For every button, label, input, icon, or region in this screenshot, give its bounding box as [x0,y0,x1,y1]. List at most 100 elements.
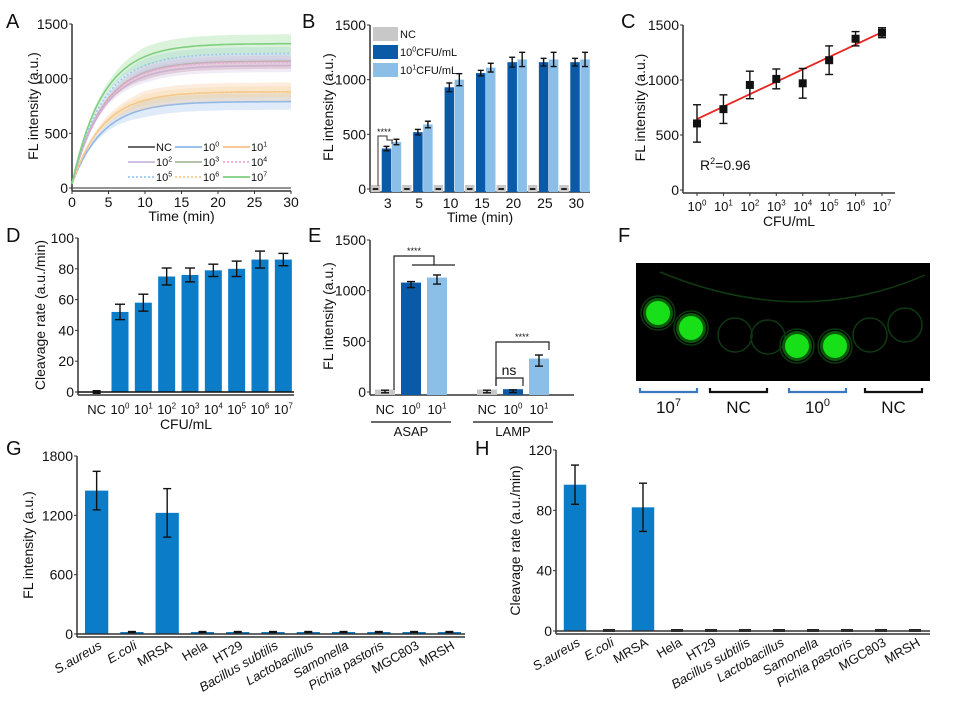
y-tick-label: 80 [58,261,74,277]
y-tick-label: 500 [45,125,69,141]
label-base: 10 [251,402,265,417]
x-tick-label: 15 [474,195,490,211]
data-point [745,80,754,89]
x-tick-label: 3 [384,195,392,211]
label-sup: 2 [755,199,760,208]
bar [427,277,447,395]
y-tick-label: 60 [58,292,74,308]
x-axis-title: Time (min) [447,209,513,225]
label-sup: 0 [518,402,523,411]
group-label: LAMP [495,424,530,439]
label-base: 10 [767,199,781,214]
legend-label: NC [400,29,416,41]
label-sup: 0 [215,141,219,148]
label-base: NC [156,142,172,154]
label-sup: 7 [288,402,293,411]
label-tail: CFU/mL [416,65,457,77]
y-tick-label: 120 [529,442,553,458]
x-tick-label: 101 [134,402,153,417]
y-tick-label: 1500 [335,17,366,33]
label-base: 10 [873,199,887,214]
x-tick-label: 104 [204,402,223,417]
panel-letter-B: B [302,11,315,33]
label-base: 10 [204,402,218,417]
bar [111,311,129,392]
significance-bracket [393,255,455,390]
x-tick-label: 30 [283,194,299,210]
y-tick-label: 0 [65,626,73,642]
bar [84,490,109,634]
y-tick-label: 1800 [42,448,73,464]
x-tick-label: 101 [714,199,733,214]
y-tick-label: 40 [58,322,74,338]
significance-bracket [495,341,550,386]
label-base: 10 [428,402,442,417]
x-tick-label: NC [376,402,395,417]
label-base: 10 [688,199,702,214]
significance-label: **** [407,246,422,256]
data-point [693,119,701,128]
x-tick-label: 103 [767,199,786,214]
panel-letter-F: F [618,225,630,247]
label-base: 10 [251,157,263,169]
label-sup: 4 [808,199,813,208]
bar [507,62,517,192]
x-tick-label: 5 [415,195,423,211]
label-sup: 5 [834,199,839,208]
x-tick-label: NC [478,402,497,417]
x-tick-label: 105 [227,402,246,417]
tube-outline [887,307,923,343]
y-tick-label: 80 [536,502,552,518]
label-base: 10 [400,65,412,77]
label-sup: 1 [728,199,733,208]
sample-bracket [708,388,769,394]
label-sup: 7 [263,171,267,178]
x-tick-label: 25 [537,195,553,211]
tube-outline [817,328,853,364]
y-axis-title: Cleavage rate (a.u./min) [32,240,48,390]
label-tail: CFU/mL [416,47,457,59]
label-base: 10 [793,199,807,214]
y-tick-label: 600 [50,567,74,583]
sample-label: 100 [805,397,830,417]
x-tick-label: 104 [793,199,812,214]
series-band [72,86,291,184]
x-tick-label: 100 [504,402,523,417]
bar [381,148,392,192]
label-sup: 5 [242,402,247,411]
group-label: ASAP [394,424,429,439]
x-tick-label: 100 [402,402,421,417]
x-tick-label: 30 [568,195,584,211]
tube-glow [785,334,809,358]
label-base: 10 [504,402,518,417]
tube-outline [640,295,676,331]
y-tick-label: 1000 [335,283,366,299]
legend-label: 105 [156,171,172,184]
bar [548,59,559,192]
x-tick-label: 105 [820,199,839,214]
significance-label: **** [515,332,530,342]
label-base: 10 [846,199,860,214]
x-axis-title: Time (min) [148,208,214,224]
bar [476,73,486,192]
legend-label: NC [156,142,172,154]
series-line [71,100,291,184]
bar [401,282,421,395]
tube-outline [673,310,709,346]
label-base: NC [87,402,106,417]
label-base: 10 [203,172,215,184]
bar [631,507,655,631]
label-base: 10 [740,199,754,214]
series-band [72,53,291,184]
x-tick-label: 10 [137,194,153,210]
label-base: R [700,157,710,173]
y-tick-label: 100 [51,230,75,246]
legend-label: 100CFU/mL [400,46,457,59]
fit-line [696,31,883,120]
y-tick-label: 1500 [37,16,68,32]
x-tick-label: 0 [68,194,76,210]
